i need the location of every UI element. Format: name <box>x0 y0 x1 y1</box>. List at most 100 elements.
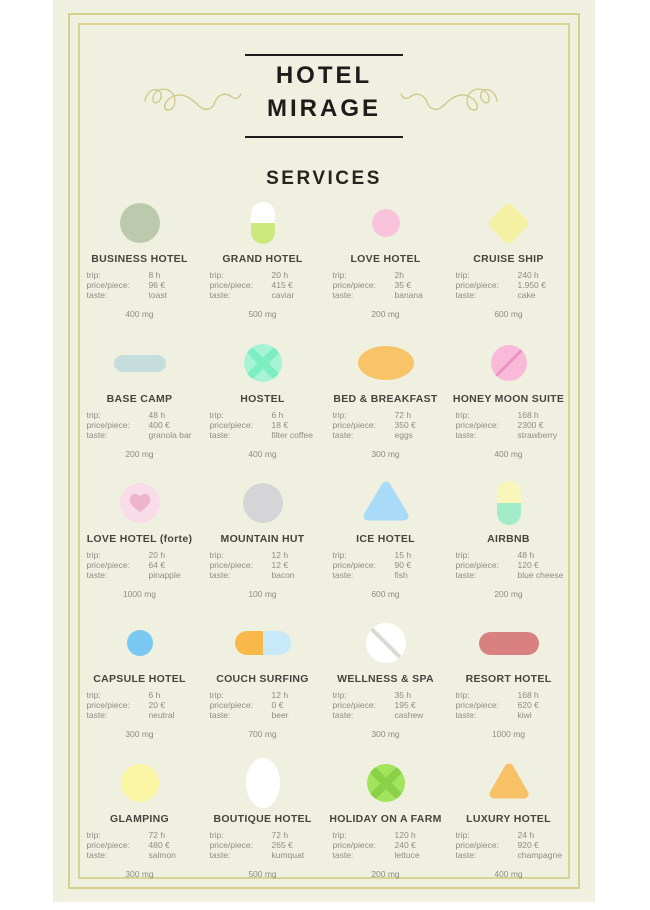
service-item: HOLIDAY ON A FARM trip: 120 h price/piec… <box>324 760 447 900</box>
service-name: AIRBNB <box>487 533 530 545</box>
price-value: 350 € <box>394 419 416 430</box>
taste-label: taste: <box>209 289 231 300</box>
taste-value: filter coffee <box>271 429 313 440</box>
service-name: RESORT HOTEL <box>465 673 552 685</box>
taste-value: lettuce <box>394 849 420 860</box>
service-name: COUCH SURFING <box>216 673 309 685</box>
service-details: trip: 48 h price/piece: 400 € taste: gra… <box>86 410 193 440</box>
service-details: trip: 72 h price/piece: 480 € taste: sal… <box>87 830 193 860</box>
service-details: trip: 120 h price/piece: 240 € taste: le… <box>332 830 439 860</box>
trip-label: trip: <box>332 830 347 840</box>
trip-value: 20 h <box>148 550 166 560</box>
service-details: trip: 24 h price/piece: 920 € taste: cha… <box>455 830 562 860</box>
trip-value: 48 h <box>148 410 166 420</box>
service-name: CRUISE SHIP <box>473 253 544 265</box>
taste-value: kumquat <box>271 849 305 860</box>
service-name: HOSTEL <box>240 393 285 405</box>
dose-mg: 300 mg <box>371 449 400 460</box>
trip-label: trip: <box>332 690 347 700</box>
pill-shape-icon <box>201 200 324 246</box>
trip-value: 35 h <box>394 690 412 700</box>
price-label: price/piece: <box>455 279 499 290</box>
service-item: BED & BREAKFAST trip: 72 h price/piece: … <box>324 340 447 480</box>
service-item: GLAMPING trip: 72 h price/piece: 480 € t… <box>78 760 201 900</box>
taste-value: cake <box>517 289 536 300</box>
pill-shape-icon <box>324 480 447 526</box>
pill-shape-icon <box>78 340 201 386</box>
service-item: LOVE HOTEL (forte) trip: 20 h price/piec… <box>78 480 201 620</box>
trip-label: trip: <box>209 270 224 280</box>
service-name: WELLNESS & SPA <box>337 673 434 685</box>
dose-mg: 100 mg <box>248 589 277 600</box>
taste-label: taste: <box>455 569 477 580</box>
pill-shape-icon <box>201 480 324 526</box>
trip-value: 12 h <box>271 690 289 700</box>
service-item: MOUNTAIN HUT trip: 12 h price/piece: 12 … <box>201 480 324 620</box>
price-value: 620 € <box>517 699 539 710</box>
trip-label: trip: <box>86 270 101 280</box>
taste-label: taste: <box>209 849 231 860</box>
price-value: 35 € <box>394 279 412 290</box>
price-label: price/piece: <box>332 279 376 290</box>
pill-shape-icon <box>447 200 570 246</box>
trip-label: trip: <box>455 690 470 700</box>
trip-value: 72 h <box>394 410 412 420</box>
dose-mg: 300 mg <box>125 729 154 740</box>
taste-value: champagne <box>517 849 562 860</box>
price-label: price/piece: <box>86 419 130 430</box>
dose-mg: 1000 mg <box>122 589 157 600</box>
service-item: COUCH SURFING trip: 12 h price/piece: 0 … <box>201 620 324 760</box>
service-item: BUSINESS HOTEL trip: 8 h price/piece: 96… <box>78 200 201 340</box>
taste-value: granola bar <box>148 429 192 440</box>
taste-label: taste: <box>209 709 231 720</box>
pill-shape-icon <box>78 760 201 806</box>
pill-shape-icon <box>78 620 201 666</box>
price-label: price/piece: <box>332 699 376 710</box>
service-name: BUSINESS HOTEL <box>91 253 188 265</box>
price-label: price/piece: <box>455 839 499 850</box>
service-name: ICE HOTEL <box>356 533 415 545</box>
service-details: trip: 15 h price/piece: 90 € taste: fish <box>333 550 439 580</box>
taste-label: taste: <box>332 289 354 300</box>
taste-value: beer <box>271 709 289 720</box>
price-value: 120 € <box>517 559 539 570</box>
taste-value: cashew <box>394 709 424 720</box>
service-details: trip: 20 h price/piece: 415 € taste: cav… <box>209 270 316 300</box>
taste-label: taste: <box>86 289 108 300</box>
price-label: price/piece: <box>209 699 253 710</box>
trip-label: trip: <box>209 550 224 560</box>
pill-shape-icon <box>447 340 570 386</box>
trip-label: trip: <box>455 270 470 280</box>
taste-value: caviar <box>271 289 295 300</box>
price-value: 18 € <box>271 419 289 430</box>
dose-mg: 300 mg <box>125 869 154 880</box>
taste-label: taste: <box>332 849 354 860</box>
service-name: BASE CAMP <box>106 393 173 405</box>
service-name: HOLIDAY ON A FARM <box>329 813 442 825</box>
service-item: AIRBNB trip: 48 h price/piece: 120 € tas… <box>447 480 570 620</box>
service-details: trip: 6 h price/piece: 20 € taste: neutr… <box>86 690 193 720</box>
pill-shape-icon <box>201 758 324 808</box>
service-name: CAPSULE HOTEL <box>93 673 186 685</box>
trip-value: 168 h <box>517 690 539 700</box>
trip-label: trip: <box>209 410 224 420</box>
dose-mg: 600 mg <box>371 589 400 600</box>
price-value: 265 € <box>271 839 293 850</box>
service-details: trip: 168 h price/piece: 2300 € taste: s… <box>456 410 562 440</box>
price-label: price/piece: <box>332 419 376 430</box>
price-value: 415 € <box>271 279 293 290</box>
dose-mg: 200 mg <box>125 449 154 460</box>
service-details: trip: 48 h price/piece: 120 € taste: blu… <box>455 550 564 580</box>
price-value: 920 € <box>517 839 539 850</box>
trip-label: trip: <box>86 690 101 700</box>
dose-mg: 400 mg <box>494 869 523 880</box>
pill-shape-icon <box>201 340 324 386</box>
price-label: price/piece: <box>209 419 253 430</box>
dose-mg: 400 mg <box>125 309 154 320</box>
price-value: 195 € <box>394 699 416 710</box>
taste-label: taste: <box>455 849 477 860</box>
dose-mg: 500 mg <box>248 309 277 320</box>
service-item: WELLNESS & SPA trip: 35 h price/piece: 1… <box>324 620 447 760</box>
trip-value: 120 h <box>394 830 416 840</box>
taste-label: taste: <box>332 429 354 440</box>
